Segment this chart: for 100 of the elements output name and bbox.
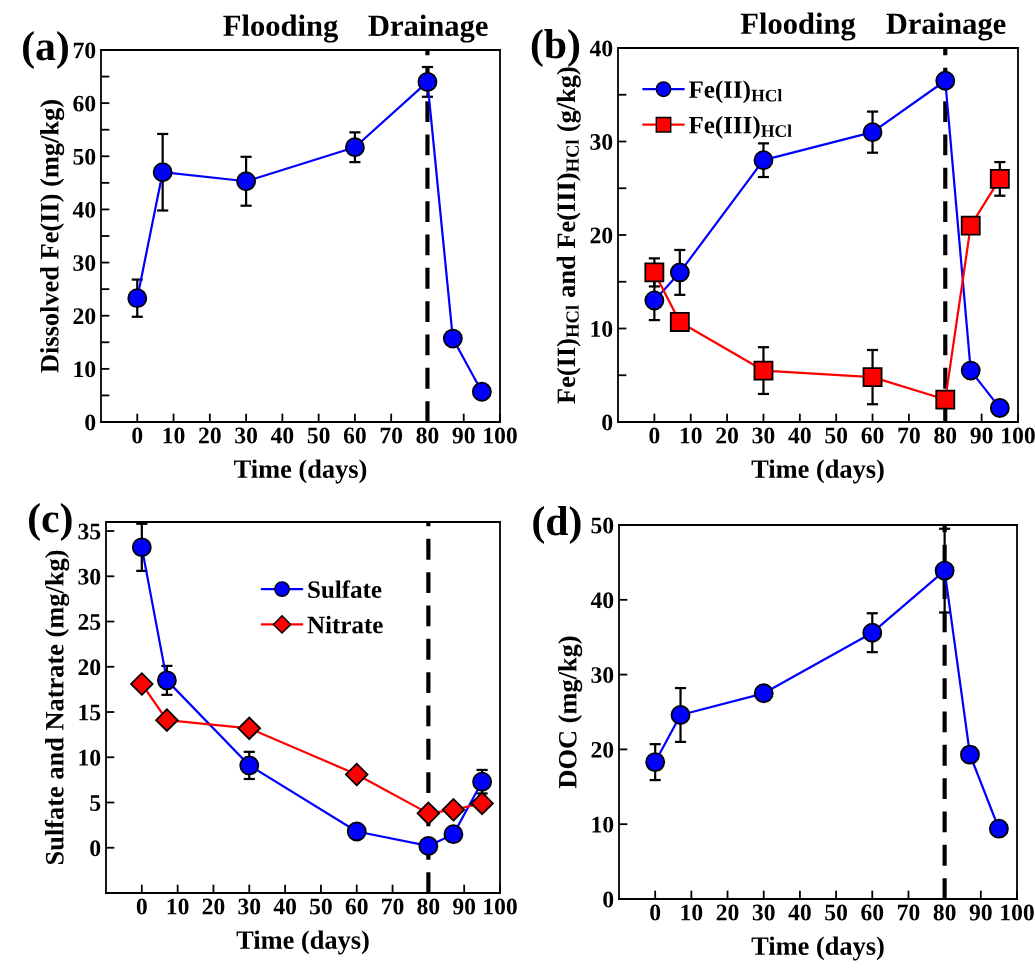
- x-tick-label: 90: [453, 898, 476, 915]
- point: [346, 821, 367, 842]
- x-tick-label: 80: [933, 904, 956, 921]
- x-tick-label: 60: [345, 898, 368, 915]
- y-axis-title: Dissolved Fe(II) (mg/kg): [40, 100, 65, 373]
- point: [237, 716, 261, 741]
- x-tick-label: 10: [167, 898, 189, 915]
- y-axis-title: DOC (mg/kg): [558, 636, 583, 789]
- chart-title: (c): [29, 503, 72, 541]
- y-axis-title: Fe(II)$_{HCl}$ and Fe(III)$_{HCl}$ (g/kg): [556, 67, 581, 404]
- y-tick-label: 5: [90, 795, 101, 811]
- chart-title: (d): [533, 506, 581, 544]
- x-tick-label: 30: [238, 898, 261, 915]
- y-tick-label: 30: [78, 568, 101, 585]
- point: [753, 150, 774, 171]
- text: Drainage: [886, 12, 1006, 41]
- point: [935, 389, 956, 410]
- point: [669, 312, 690, 332]
- legend-label: Fe(III)$_{HCl}$: [688, 115, 792, 139]
- y-tick-label: 35: [78, 523, 101, 540]
- point: [131, 537, 152, 558]
- y-tick-label: 10: [591, 320, 613, 337]
- y-tick-label: 40: [72, 201, 96, 218]
- point: [236, 171, 257, 192]
- x-tick-label: 80: [417, 898, 440, 915]
- y-tick-label: 15: [79, 704, 101, 721]
- point: [345, 762, 369, 787]
- x-tick-label: 80: [934, 427, 957, 444]
- x-tick-label: 20: [716, 904, 739, 921]
- x-tick-label: 50: [310, 898, 332, 915]
- point: [443, 824, 464, 845]
- point: [471, 381, 492, 402]
- x-tick-label: 90: [970, 427, 993, 444]
- y-tick-label: 30: [590, 133, 613, 150]
- point: [753, 683, 774, 704]
- x-tick-label: 60: [861, 904, 884, 921]
- y-tick-label: 10: [592, 816, 614, 833]
- point: [127, 288, 148, 309]
- x-axis-title: Time (days): [236, 930, 369, 955]
- text: Flooding: [740, 12, 856, 41]
- x-tick-label: 90: [969, 904, 992, 921]
- x-axis-title: Time (days): [751, 459, 884, 484]
- point: [644, 290, 665, 311]
- point: [239, 755, 260, 776]
- point: [934, 560, 955, 581]
- x-tick-label: 20: [202, 898, 225, 915]
- x-tick-label: 0: [136, 898, 147, 915]
- y-tick-label: 20: [73, 308, 96, 325]
- text: Flooding: [223, 14, 338, 43]
- point: [753, 360, 774, 381]
- text: Drainage: [368, 14, 488, 43]
- point: [645, 752, 666, 773]
- y-tick-label: 30: [591, 667, 614, 684]
- x-tick-label: 50: [825, 427, 848, 444]
- y-tick-label: 50: [591, 517, 614, 534]
- point: [156, 670, 177, 691]
- point: [416, 801, 441, 826]
- x-tick-label: 50: [825, 904, 847, 921]
- y-tick-label: 10: [74, 361, 96, 378]
- point: [152, 162, 173, 183]
- point: [442, 328, 463, 349]
- x-tick-label: 40: [788, 904, 811, 921]
- point: [670, 705, 691, 725]
- x-tick-label: 30: [752, 904, 775, 921]
- x-tick-label: 60: [861, 427, 884, 444]
- point: [862, 122, 883, 143]
- point: [344, 137, 365, 158]
- point: [155, 708, 179, 732]
- x-tick-label: 30: [235, 427, 257, 444]
- point: [418, 836, 439, 856]
- point: [862, 622, 883, 643]
- point: [935, 70, 956, 91]
- point: [989, 168, 1010, 189]
- x-tick-label: 50: [307, 427, 330, 444]
- y-tick-label: 40: [589, 40, 613, 57]
- x-tick-label: 80: [416, 427, 439, 444]
- y-tick-label: 50: [73, 148, 96, 165]
- x-tick-label: 70: [898, 904, 920, 921]
- x-axis-title: Time (days): [234, 459, 367, 484]
- x-tick-label: 20: [199, 427, 221, 444]
- y-tick-label: 20: [590, 227, 613, 244]
- x-tick-label: 10: [680, 427, 702, 444]
- point: [988, 818, 1009, 839]
- y-axis-title: Sulfate and Natrate (mg/kg): [44, 550, 70, 865]
- y-tick-label: 10: [79, 749, 101, 766]
- x-tick-label: 10: [681, 904, 703, 921]
- point: [417, 71, 438, 92]
- x-axis-title: Time (days): [751, 936, 884, 961]
- y-tick-label: 0: [602, 414, 613, 431]
- x-tick-label: 100: [1002, 427, 1035, 444]
- x-tick-label: 100: [484, 427, 517, 444]
- point: [644, 262, 665, 283]
- legend-label: Fe(II)$_{HCl}$: [688, 80, 782, 104]
- y-tick-label: 30: [73, 255, 96, 271]
- x-tick-label: 40: [270, 427, 294, 444]
- point: [470, 791, 494, 816]
- x-tick-label: 40: [788, 427, 811, 444]
- point: [130, 672, 154, 696]
- legend-label: Sulfate: [308, 580, 382, 599]
- x-tick-label: 20: [716, 427, 738, 444]
